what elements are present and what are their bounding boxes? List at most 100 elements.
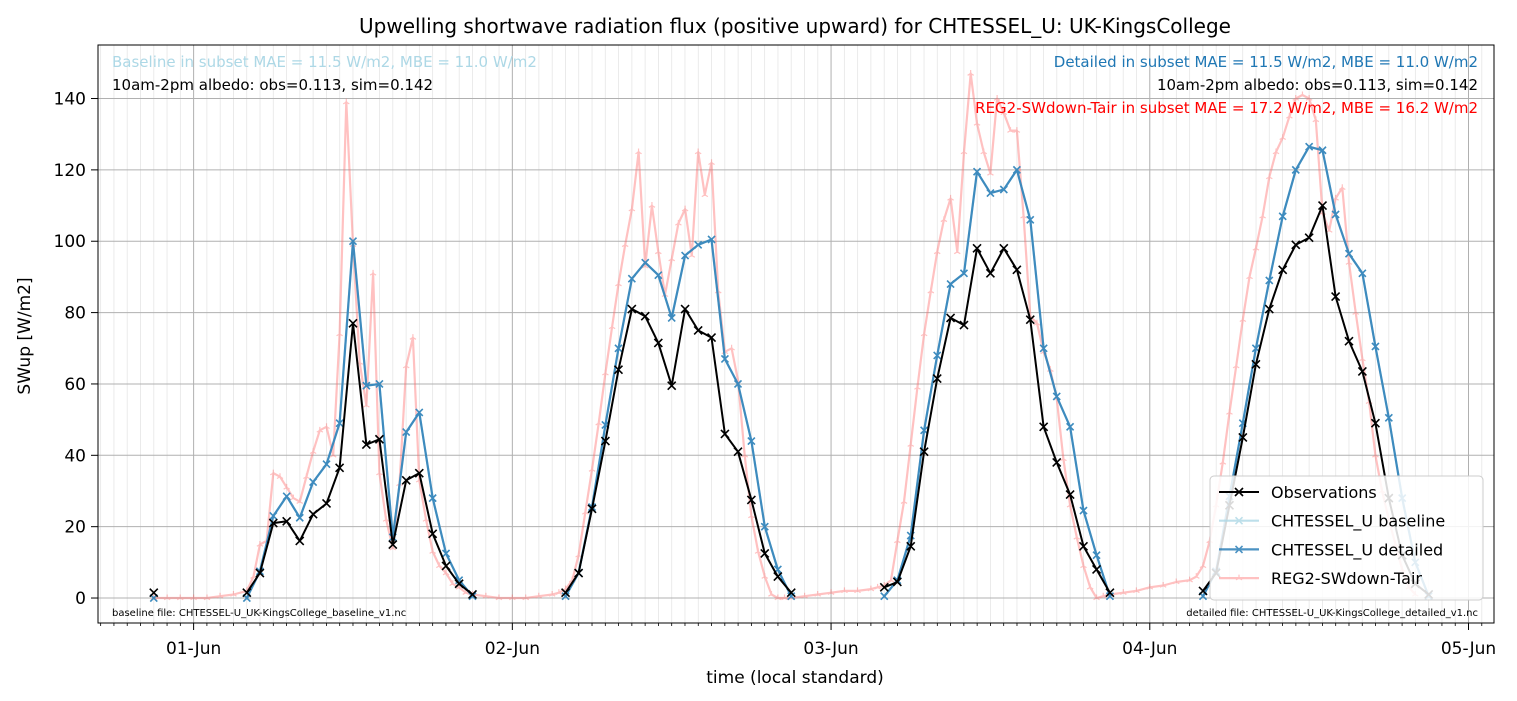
data-point-observations — [693, 325, 703, 335]
data-point-observations — [321, 498, 332, 509]
data-point-reg2-swdown-tair — [203, 594, 211, 601]
data-point-chtessel-u-detailed — [641, 258, 650, 267]
legend-marker-chtessel-u-baseline — [1234, 516, 1244, 525]
plot-frame — [97, 44, 1495, 624]
data-point-reg2-swdown-tair — [1219, 458, 1227, 465]
data-point-observations — [627, 304, 637, 314]
data-point-observations — [919, 447, 929, 457]
data-point-reg2-swdown-tair — [1186, 576, 1193, 583]
data-point-observations — [999, 243, 1009, 253]
data-point-chtessel-u-detailed — [733, 379, 743, 389]
data-point-reg2-swdown-tair — [774, 594, 782, 601]
x-axis-label: time (local standard) — [706, 668, 884, 688]
data-point-reg2-swdown-tair — [1359, 355, 1366, 362]
data-point-reg2-swdown-tair — [595, 419, 603, 426]
data-point-chtessel-u-detailed — [667, 313, 676, 323]
data-point-observations — [308, 509, 318, 519]
data-point-reg2-swdown-tair — [728, 344, 735, 351]
data-point-reg2-swdown-tair — [336, 330, 343, 337]
data-point-chtessel-u-detailed — [707, 235, 716, 244]
data-point-observations — [1091, 564, 1102, 575]
series-layer — [149, 70, 1434, 603]
data-point-reg2-swdown-tair — [449, 580, 457, 587]
series-line-chtessel-u-baseline — [245, 240, 474, 599]
data-point-observations — [640, 311, 650, 321]
data-point-reg2-swdown-tair — [907, 441, 915, 447]
legend-label-reg2-swdown-tair: REG2-SWdown-Tair — [1271, 569, 1422, 588]
data-point-reg2-swdown-tair — [1299, 91, 1306, 98]
y-tick-label: 140 — [54, 90, 86, 110]
data-point-reg2-swdown-tair — [163, 594, 171, 601]
data-point-chtessel-u-detailed — [441, 549, 451, 558]
data-point-chtessel-u-detailed — [920, 426, 929, 435]
data-point-reg2-swdown-tair — [429, 548, 437, 554]
data-point-observations — [932, 374, 942, 384]
data-point-observations — [946, 313, 956, 323]
data-point-chtessel-u-detailed — [747, 436, 756, 446]
data-point-observations — [282, 516, 292, 526]
data-point-reg2-swdown-tair — [309, 448, 317, 455]
legend-swatch-reg2-swdown-tair — [1219, 574, 1259, 581]
data-point-reg2-swdown-tair — [508, 594, 516, 601]
data-point-chtessel-u-detailed — [1278, 212, 1287, 221]
data-point-observations — [1025, 315, 1035, 325]
data-point-chtessel-u-detailed — [959, 269, 969, 278]
data-point-reg2-swdown-tair — [1279, 134, 1287, 141]
data-point-observations — [242, 588, 252, 598]
legend: Observations CHTESSEL_U baseline CHTESSEL_… — [1209, 475, 1484, 601]
data-point-reg2-swdown-tair — [1133, 587, 1140, 594]
data-point-observations — [1238, 432, 1248, 443]
data-point-chtessel-u-detailed — [309, 478, 318, 487]
data-point-chtessel-u-detailed — [1012, 165, 1021, 174]
data-point-reg2-swdown-tair — [296, 498, 304, 504]
data-point-reg2-swdown-tair — [1013, 127, 1021, 133]
data-point-observations — [1078, 541, 1089, 551]
x-tick-label: 02-Jun — [485, 639, 540, 659]
data-point-observations — [414, 468, 424, 478]
data-point-observations — [972, 243, 982, 253]
series-observations — [149, 200, 1434, 600]
data-point-reg2-swdown-tair — [369, 269, 377, 276]
data-point-observations — [879, 582, 889, 592]
data-point-reg2-swdown-tair — [522, 594, 530, 601]
data-point-reg2-swdown-tair — [781, 594, 788, 601]
data-point-reg2-swdown-tair — [947, 194, 954, 201]
data-point-observations — [574, 568, 584, 578]
data-point-reg2-swdown-tair — [993, 95, 1001, 101]
data-point-chtessel-u-detailed — [322, 460, 331, 469]
data-point-observations — [959, 320, 969, 330]
data-point-reg2-swdown-tair — [1119, 589, 1127, 595]
data-point-reg2-swdown-tair — [329, 451, 337, 458]
data-point-observations — [600, 436, 610, 446]
data-point-chtessel-u-detailed — [428, 494, 437, 503]
data-point-observations — [467, 589, 478, 600]
data-point-reg2-swdown-tair — [1172, 578, 1180, 585]
chart-title: Upwelling shortwave radiation flux (posi… — [359, 14, 1231, 38]
data-point-reg2-swdown-tair — [1086, 583, 1094, 590]
data-point-chtessel-u-detailed — [1318, 146, 1327, 155]
data-point-chtessel-u-detailed — [415, 408, 424, 417]
data-point-chtessel-u-detailed — [986, 189, 995, 198]
data-point-chtessel-u-detailed — [282, 492, 291, 501]
data-point-chtessel-u-detailed — [348, 237, 358, 246]
data-point-reg2-swdown-tair — [422, 516, 430, 522]
data-point-reg2-swdown-tair — [1020, 212, 1027, 219]
data-point-chtessel-u-detailed — [295, 513, 304, 522]
data-point-reg2-swdown-tair — [1292, 95, 1300, 101]
data-point-observations — [335, 463, 345, 473]
data-point-reg2-swdown-tair — [402, 362, 410, 369]
data-point-reg2-swdown-tair — [628, 205, 636, 212]
legend-swatch-chtessel-u-detailed — [1219, 545, 1259, 554]
data-point-reg2-swdown-tair — [1272, 148, 1280, 155]
y-tick-label: 100 — [54, 232, 86, 252]
data-point-reg2-swdown-tair — [1192, 573, 1200, 579]
x-tick-label: 03-Jun — [803, 639, 858, 659]
data-point-reg2-swdown-tair — [269, 469, 277, 476]
data-point-observations — [401, 475, 411, 485]
data-point-reg2-swdown-tair — [953, 248, 961, 255]
data-point-reg2-swdown-tair — [1305, 95, 1313, 101]
x-axis-ticks: 01-Jun 02-Jun 03-Jun 04-Jun 05-Jun — [100, 623, 1496, 659]
data-point-reg2-swdown-tair — [615, 280, 622, 287]
data-point-reg2-swdown-tair — [1265, 173, 1273, 180]
